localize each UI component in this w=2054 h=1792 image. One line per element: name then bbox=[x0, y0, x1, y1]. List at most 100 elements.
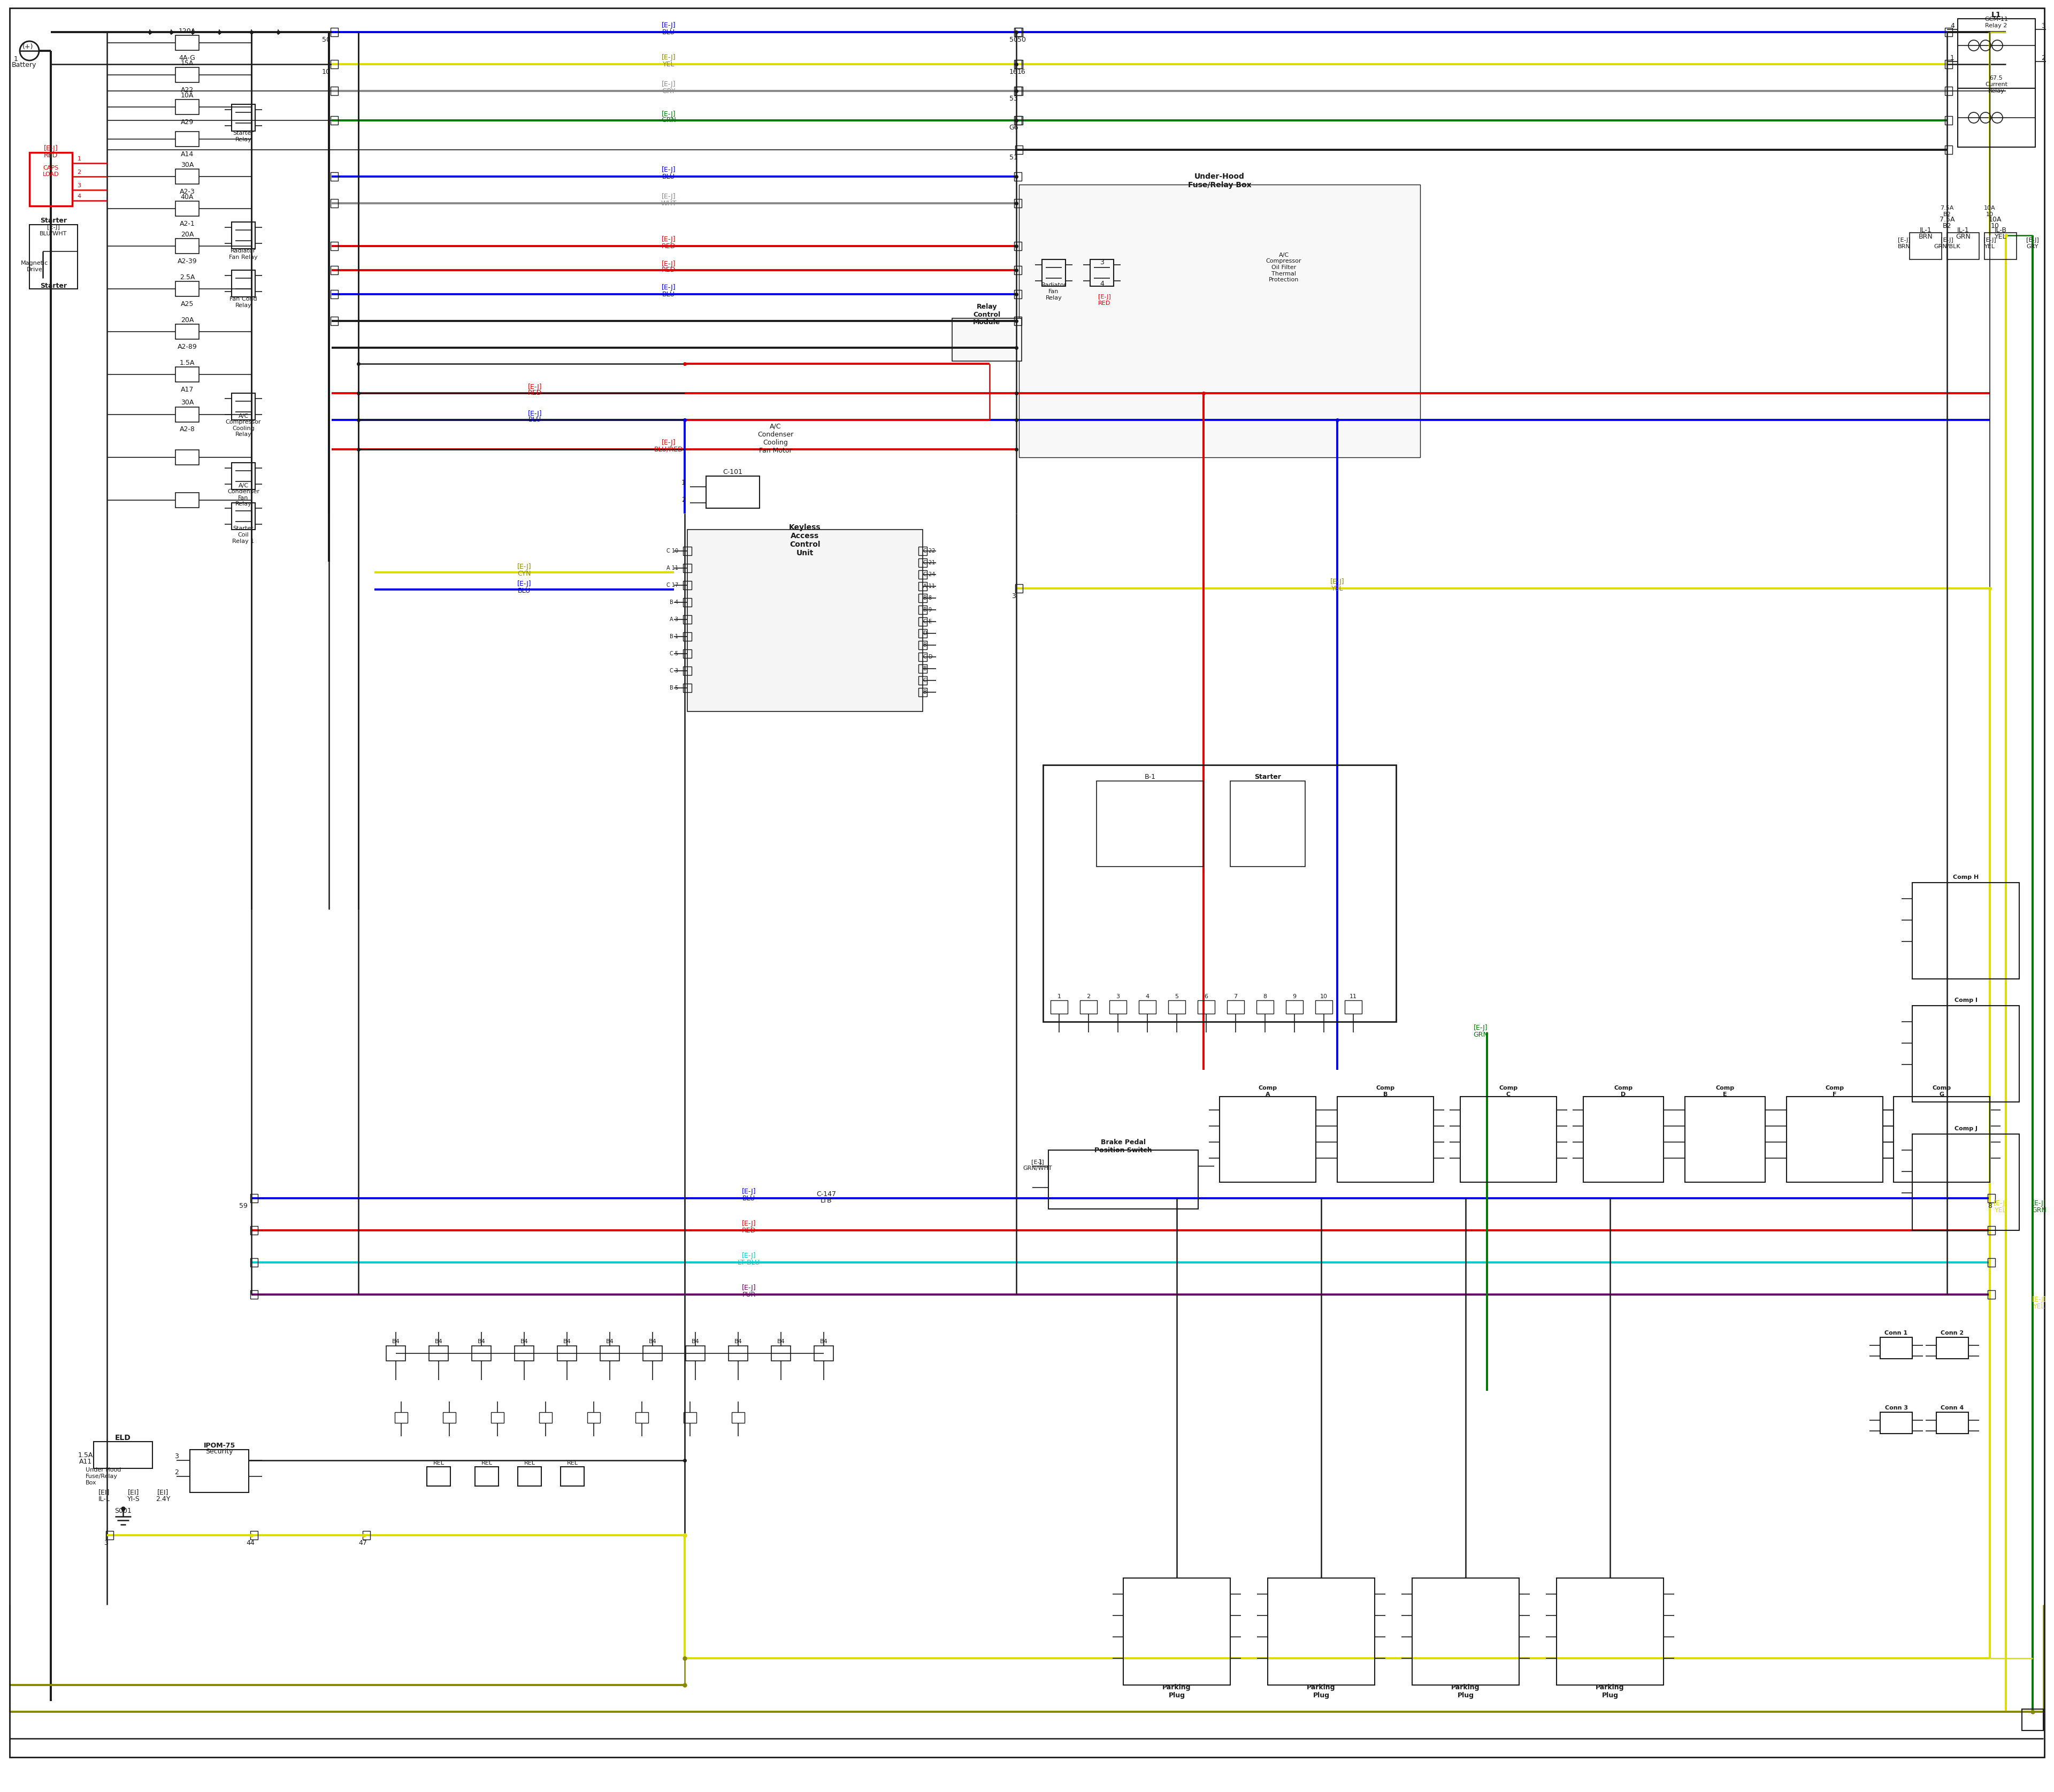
Bar bbox=[1257, 1000, 1273, 1014]
Text: [EI]: [EI] bbox=[127, 1489, 140, 1496]
Text: 47: 47 bbox=[357, 1539, 368, 1546]
Text: Relay
Control
Module: Relay Control Module bbox=[974, 303, 1000, 326]
Bar bbox=[1787, 1097, 1884, 1183]
Text: GRN: GRN bbox=[1473, 1030, 1487, 1038]
Text: Comp J: Comp J bbox=[1953, 1125, 1978, 1131]
Bar bbox=[684, 547, 692, 556]
Text: [E-J]: [E-J] bbox=[661, 439, 676, 446]
Text: RED: RED bbox=[741, 1228, 756, 1235]
Text: 10A: 10A bbox=[1988, 215, 2003, 222]
Text: B 1: B 1 bbox=[670, 634, 678, 640]
Bar bbox=[1015, 317, 1021, 324]
Bar bbox=[107, 1530, 113, 1539]
Bar bbox=[707, 477, 760, 509]
Text: A 11: A 11 bbox=[922, 584, 935, 590]
Text: [E-J]: [E-J] bbox=[741, 1253, 756, 1260]
Bar bbox=[1937, 1412, 1968, 1434]
Text: A2-3: A2-3 bbox=[179, 188, 195, 195]
Text: GRN: GRN bbox=[1955, 233, 1970, 240]
Text: 50: 50 bbox=[1009, 36, 1019, 43]
Text: C-147: C-147 bbox=[817, 1190, 836, 1197]
Text: 1: 1 bbox=[78, 156, 80, 161]
Text: [E-J]: [E-J] bbox=[1031, 1159, 1043, 1165]
Text: [E-J]: [E-J] bbox=[661, 111, 676, 118]
Text: Under Hood
Fuse/Relay
Box: Under Hood Fuse/Relay Box bbox=[86, 1468, 121, 1486]
Bar bbox=[1912, 883, 2019, 978]
Text: YEL: YEL bbox=[1994, 1206, 2007, 1213]
Text: [EI]: [EI] bbox=[99, 1489, 111, 1496]
Bar bbox=[600, 1346, 620, 1360]
Text: IPOM-75: IPOM-75 bbox=[203, 1443, 234, 1450]
Bar bbox=[918, 570, 926, 579]
Bar bbox=[232, 392, 255, 419]
Bar bbox=[1015, 116, 1021, 125]
Text: 7.5A
B2: 7.5A B2 bbox=[1941, 206, 1953, 217]
Text: [E-J]: [E-J] bbox=[661, 260, 676, 267]
Text: [E-J]
GRY: [E-J] GRY bbox=[2025, 238, 2040, 249]
Text: C E: C E bbox=[922, 618, 933, 624]
Bar bbox=[686, 1346, 705, 1360]
Text: A14: A14 bbox=[181, 151, 193, 158]
Bar bbox=[1945, 145, 1953, 154]
Text: 1.5A: 1.5A bbox=[179, 358, 195, 366]
Text: 10: 10 bbox=[322, 68, 331, 75]
Bar bbox=[918, 547, 926, 556]
Bar bbox=[331, 29, 339, 36]
Text: YEL: YEL bbox=[1994, 233, 2007, 240]
Bar bbox=[1091, 260, 1113, 287]
Bar bbox=[251, 1258, 259, 1267]
Bar bbox=[1230, 781, 1304, 867]
Text: [E-J]: [E-J] bbox=[741, 1188, 756, 1195]
Text: B 4: B 4 bbox=[670, 600, 678, 606]
Text: 20A: 20A bbox=[181, 317, 193, 323]
Bar bbox=[918, 629, 926, 638]
Bar bbox=[232, 104, 255, 131]
Bar bbox=[1945, 59, 1953, 68]
Text: BLU: BLU bbox=[661, 29, 676, 36]
Text: PUR: PUR bbox=[741, 1290, 756, 1297]
Text: Radiator
Fan
Relay: Radiator Fan Relay bbox=[1041, 283, 1066, 301]
Bar bbox=[643, 1346, 661, 1360]
Text: REL: REL bbox=[524, 1460, 536, 1466]
Bar bbox=[1984, 233, 2017, 260]
Bar bbox=[331, 317, 339, 324]
Text: Comp
B: Comp B bbox=[1376, 1086, 1395, 1097]
Bar bbox=[1015, 172, 1021, 181]
Bar bbox=[1109, 1000, 1126, 1014]
Bar bbox=[1048, 1150, 1197, 1210]
Text: CYN: CYN bbox=[518, 570, 532, 577]
Bar bbox=[1267, 1579, 1374, 1684]
Text: 16: 16 bbox=[1017, 68, 1025, 75]
Text: Magnetic
Drive: Magnetic Drive bbox=[21, 260, 49, 272]
Bar bbox=[1015, 29, 1023, 36]
Text: [E-J]: [E-J] bbox=[661, 237, 676, 244]
Text: B4: B4 bbox=[776, 1339, 785, 1344]
Text: 67.5
Current
Relay: 67.5 Current Relay bbox=[1984, 75, 2007, 93]
Text: B: B bbox=[922, 690, 926, 695]
Bar bbox=[538, 1412, 553, 1423]
Bar bbox=[331, 290, 339, 299]
Text: Starter: Starter bbox=[41, 217, 68, 224]
Bar bbox=[251, 1226, 259, 1235]
Bar bbox=[386, 1346, 405, 1360]
Text: 7: 7 bbox=[1234, 995, 1237, 1000]
Bar bbox=[1015, 86, 1023, 95]
Text: 1: 1 bbox=[1949, 54, 1955, 61]
Bar bbox=[1015, 242, 1021, 251]
Text: YEL: YEL bbox=[1331, 584, 1343, 591]
Text: GRN/WHT: GRN/WHT bbox=[1023, 1165, 1052, 1170]
Bar bbox=[729, 1346, 748, 1360]
Text: B4: B4 bbox=[606, 1339, 614, 1344]
Bar bbox=[688, 530, 922, 711]
Text: 1: 1 bbox=[14, 56, 18, 63]
Bar bbox=[394, 1412, 407, 1423]
Text: 44: 44 bbox=[246, 1539, 255, 1546]
Text: Parking
Plug: Parking Plug bbox=[1306, 1684, 1335, 1699]
Text: (+): (+) bbox=[23, 43, 33, 50]
Bar bbox=[175, 238, 199, 253]
Text: GRY: GRY bbox=[661, 88, 676, 95]
Text: 7.5A: 7.5A bbox=[1939, 215, 1955, 222]
Bar bbox=[491, 1412, 503, 1423]
Text: [E-J]: [E-J] bbox=[518, 563, 532, 570]
Text: C 10: C 10 bbox=[665, 548, 678, 554]
